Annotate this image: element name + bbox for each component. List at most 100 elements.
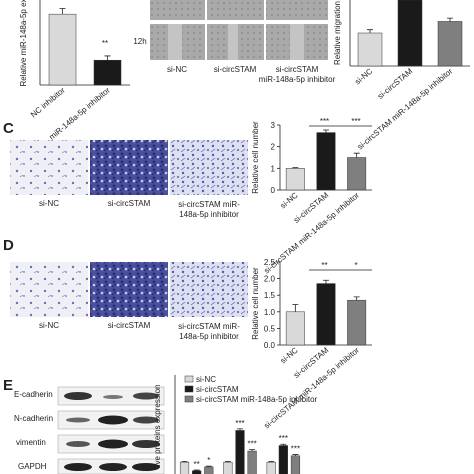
western-blot [57, 386, 165, 474]
y-axis-label: Relative miR-148a-5p ex [19, 0, 28, 87]
error-bar [353, 152, 360, 158]
bar [48, 13, 77, 86]
y-tick-label: 2.5 [264, 258, 276, 267]
bar [278, 445, 288, 474]
annotation: *** [247, 439, 256, 448]
annotation: * [354, 261, 357, 270]
annotation: ** [321, 261, 327, 270]
legend-swatch [184, 385, 194, 393]
image-label: si-circSTAM [108, 199, 151, 208]
micrograph [170, 140, 248, 195]
bar [285, 311, 305, 346]
error-bar [367, 29, 373, 33]
blot-label: N-cadherin [14, 414, 53, 423]
image-labels-b: si-NC si-circSTAM si-circSTAM miR-148a-5… [167, 65, 336, 84]
error-bar [181, 460, 188, 463]
error-bar [249, 449, 256, 452]
x-tick-label: si-circSTAM [376, 66, 415, 100]
bar [347, 157, 367, 191]
blot-label: E-cadherin [14, 390, 53, 399]
error-bar [59, 8, 66, 15]
bar [93, 59, 122, 86]
bar [397, 0, 423, 67]
annotation: *** [351, 117, 360, 126]
error-bar [292, 304, 299, 312]
bar [204, 466, 214, 474]
legend-label: si-NC [196, 375, 216, 384]
y-tick-label: 3 [271, 121, 276, 130]
image-label: si-NC [39, 199, 59, 208]
bar [347, 299, 367, 346]
bar [357, 32, 383, 67]
bar [247, 450, 257, 474]
legend-swatch [184, 375, 194, 383]
error-bar [224, 460, 231, 463]
error-bar [447, 17, 453, 22]
x-tick-label: NC inhibitor [29, 85, 67, 119]
error-bar [268, 460, 275, 463]
bar [437, 21, 463, 67]
wound-images [150, 0, 328, 60]
y-axis-label: tive proteins expression [153, 384, 162, 468]
micrograph [90, 140, 168, 195]
y-tick-label: 1.5 [264, 291, 276, 300]
annotation: ** [102, 39, 108, 48]
annotation: *** [279, 434, 288, 443]
annotation: *** [291, 445, 300, 454]
image-label: si-circSTAM [108, 321, 151, 330]
image-label: si-NC [39, 321, 59, 330]
error-bar [323, 129, 329, 133]
x-tick-label: si-NC [279, 345, 300, 365]
micrograph [10, 140, 88, 195]
error-bar [292, 454, 299, 456]
micrograph [170, 262, 248, 317]
y-tick-label: 0.0 [264, 341, 276, 350]
error-bar [237, 428, 243, 431]
image-label-box: si-circSTAM miR-148a-5p inhibitor [178, 322, 240, 341]
x-tick-label: si-NC [279, 190, 300, 210]
bar [179, 461, 190, 474]
x-tick-label: si-NC [353, 66, 374, 86]
blot-label: GAPDH [18, 462, 47, 471]
error-bar [205, 465, 212, 467]
svg-text:si-NC: si-NC [167, 65, 187, 74]
svg-text:si-circSTAM: si-circSTAM [214, 65, 257, 74]
bar [266, 461, 276, 474]
y-tick-label: 1.0 [264, 308, 276, 317]
y-tick-label: 2 [271, 143, 276, 152]
svg-text:miR-148a-5p inhibitor: miR-148a-5p inhibitor [259, 75, 336, 84]
image-label: si-circSTAM miR-148a-5p inhibitor [178, 322, 240, 341]
image-label-box: si-circSTAM miR-148a-5p inhibitor [178, 200, 240, 219]
y-axis-label: Relative cell number [251, 121, 260, 194]
y-axis-label: Relative migration [333, 1, 342, 65]
error-bar [104, 55, 111, 61]
y-axis-label: Relative cell number [251, 267, 260, 340]
blot-label: vimentin [16, 438, 46, 447]
annotation: *** [320, 117, 329, 126]
y-tick-label: 0.5 [264, 324, 276, 333]
image-label: si-circSTAM miR-148a-5p inhibitor [178, 200, 240, 219]
time-label: 12h [133, 37, 146, 46]
error-bar [323, 279, 329, 284]
bar [285, 168, 305, 191]
panel-letter: E [3, 377, 13, 394]
annotation: * [207, 456, 210, 465]
error-bar [292, 167, 299, 169]
legend-label: si-circSTAM [196, 385, 239, 394]
bar [223, 461, 233, 474]
y-tick-label: 0 [271, 186, 276, 195]
error-bar [353, 296, 360, 301]
legend-swatch [184, 395, 194, 403]
error-bar [280, 443, 287, 446]
bar [235, 430, 245, 474]
y-tick-label: 1 [271, 164, 276, 173]
bar [316, 132, 336, 191]
bar [316, 283, 336, 346]
legend-label: si-circSTAM miR-148a-5p inhibitor [196, 395, 318, 404]
panel-letter: C [3, 120, 14, 137]
micrograph [10, 262, 88, 317]
annotation: *** [235, 419, 244, 428]
svg-text:si-circSTAM: si-circSTAM [276, 65, 319, 74]
micrograph [90, 262, 168, 317]
